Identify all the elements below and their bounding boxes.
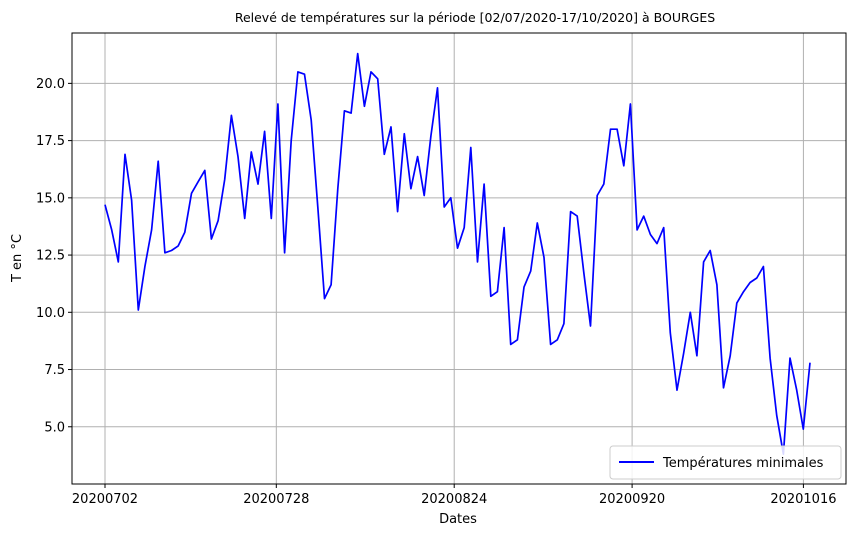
grid [72, 33, 846, 484]
plot-area [71, 32, 847, 485]
plot-frame [71, 32, 847, 485]
y-tick-label: 20.0 [36, 77, 65, 92]
x-axis: 20200702 20200728 20200824 20200920 20201016 [72, 484, 836, 507]
x-tick-label: 20201016 [770, 492, 836, 507]
y-tick-label: 12.5 [36, 249, 65, 264]
x-tick-label: 20200920 [599, 492, 665, 507]
chart-title: Relevé de températures sur la période [0… [235, 10, 715, 25]
y-tick-label: 10.0 [36, 306, 65, 321]
legend-box [609, 445, 842, 480]
y-tick-label: 5.0 [44, 420, 65, 435]
y-tick-label: 7.5 [44, 363, 65, 378]
legend: Températures minimales [609, 445, 842, 480]
x-tick-label: 20200824 [421, 492, 487, 507]
x-tick-label: 20200728 [243, 492, 309, 507]
y-tick-label: 17.5 [36, 134, 65, 149]
x-axis-title: Dates [439, 512, 477, 527]
y-axis: 5.0 7.5 10.0 12.5 15.0 17.5 20.0 [36, 77, 72, 435]
series-line [104, 52, 811, 456]
y-axis-title: T en °C [10, 234, 25, 283]
x-tick-label: 20200702 [72, 492, 138, 507]
y-tick-label: 15.0 [36, 191, 65, 206]
legend-label: Températures minimales [662, 456, 824, 471]
series-layer [104, 52, 811, 456]
